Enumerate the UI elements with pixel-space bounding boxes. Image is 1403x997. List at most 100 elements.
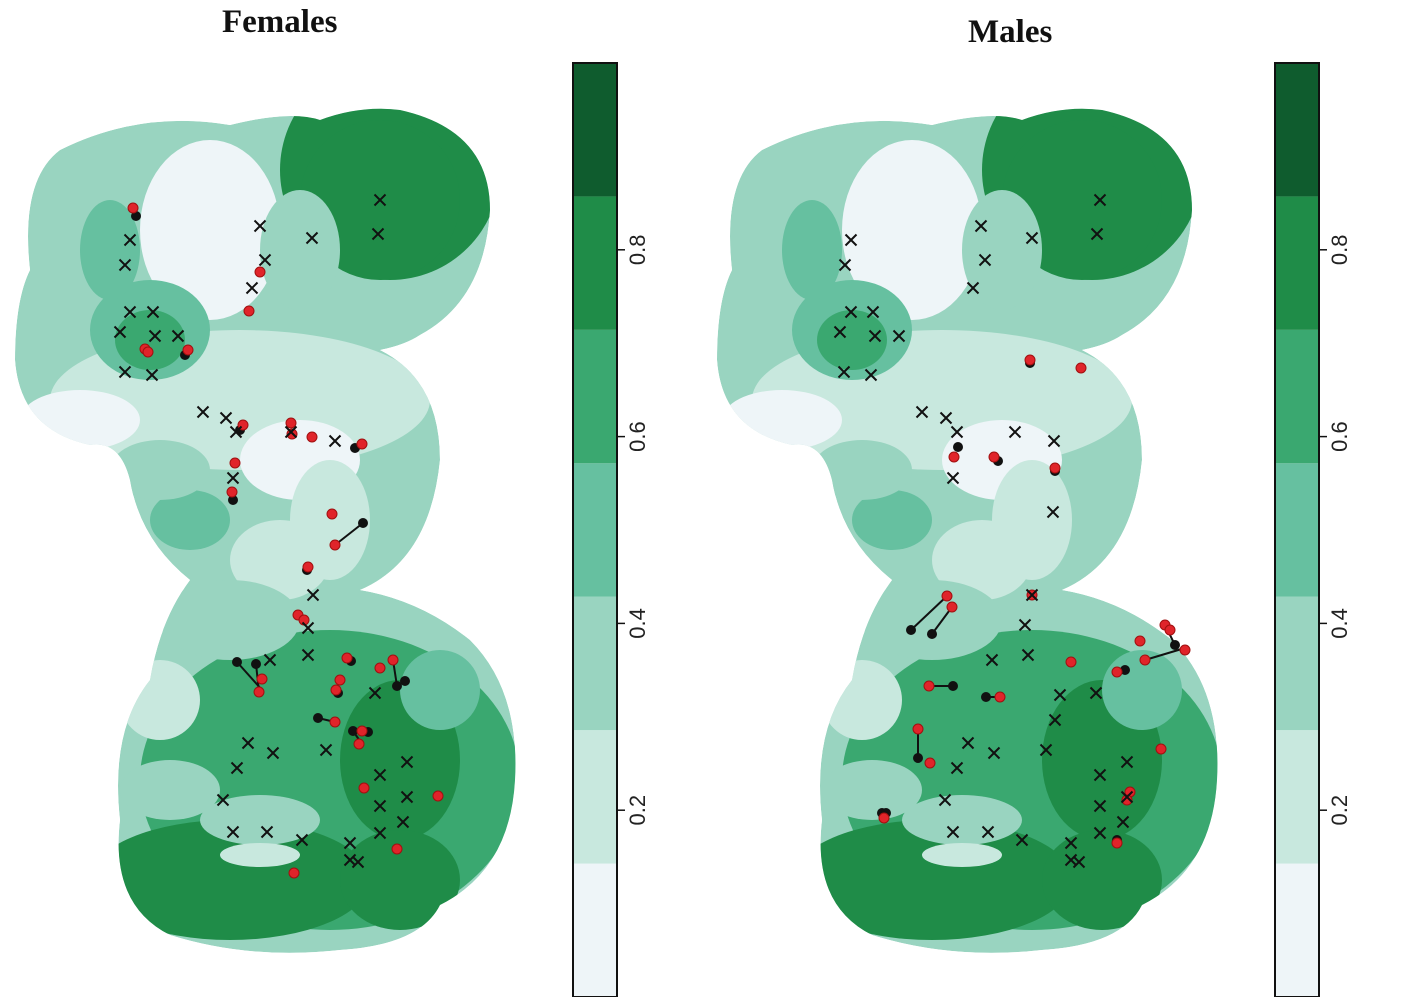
males-x-marker-icon-8 [864, 368, 878, 382]
males-x-marker-icon-37 [1093, 768, 1107, 782]
females-black-dot-icon-14 [348, 726, 358, 736]
males-x-marker-icon-29 [961, 736, 975, 750]
females-x-marker-icon-26 [241, 736, 255, 750]
females-x-marker-icon-27 [266, 746, 280, 760]
females-region-15 [220, 843, 300, 867]
males-x-marker-icon-17 [950, 425, 964, 439]
males-movement-line-0 [910, 595, 948, 631]
females-x-marker-icon-14 [371, 227, 385, 241]
females-x-marker-icon-23 [263, 653, 277, 667]
females-x-marker-icon-19 [328, 434, 342, 448]
females-red-dot-icon-26 [356, 725, 368, 737]
males-red-dot-icon-6 [946, 601, 958, 613]
males-x-marker-icon-1 [838, 258, 852, 272]
females-map: 0.2 0.4 0.6 0.8 [15, 62, 650, 997]
females-red-dot-icon-12 [226, 486, 238, 498]
males-red-dot-icon-21 [1121, 794, 1133, 806]
males-region-5 [817, 310, 887, 370]
males-region-19 [962, 190, 1042, 310]
males-legend-band-2 [1275, 596, 1319, 731]
panel-title-males: Males [968, 14, 1053, 50]
males-x-marker-icon-2 [844, 305, 858, 319]
females-x-marker-icon-40 [343, 836, 357, 850]
males-x-marker-icon-43 [1064, 836, 1078, 850]
males-red-dot-icon-3 [988, 451, 1000, 463]
females-points [113, 193, 444, 879]
males-x-marker-icon-16 [939, 411, 953, 425]
females-x-marker-icon-17 [229, 425, 243, 439]
females-red-dot-icon-24 [330, 684, 342, 696]
males-x-marker-icon-45 [1072, 855, 1086, 869]
males-region-23 [812, 440, 912, 500]
males-x-marker-icon-35 [981, 825, 995, 839]
males-region-16 [862, 580, 1002, 660]
females-region-1 [140, 140, 280, 320]
females-x-marker-icon-4 [113, 325, 127, 339]
females-legend-band-3 [573, 463, 617, 597]
males-surface [717, 108, 1218, 953]
females-x-marker-icon-35 [373, 799, 387, 813]
females-red-dot-icon-30 [391, 843, 403, 855]
males-x-marker-icon-38 [1093, 799, 1107, 813]
males-legend-band-0 [1275, 863, 1319, 997]
females-red-dot-icon-11 [229, 457, 241, 469]
males-region-18 [782, 200, 842, 300]
males-legend-band-3 [1275, 463, 1319, 597]
females-red-dot-icon-23 [334, 674, 346, 686]
males-black-dot-icon-1 [953, 442, 963, 452]
males-x-marker-icon-5 [892, 329, 906, 343]
females-x-marker-icon-8 [145, 368, 159, 382]
females-red-dot-icon-27 [353, 738, 365, 750]
males-black-dot-icon-9 [981, 692, 991, 702]
males-region-6 [722, 390, 842, 450]
females-legend-tick-label-0: 0.2 [625, 795, 650, 826]
females-red-dot-icon-25 [329, 716, 341, 728]
males-red-dot-icon-4 [1049, 462, 1061, 474]
males-x-marker-icon-4 [833, 325, 847, 339]
males-legend-band-5 [1275, 196, 1319, 330]
females-red-dot-icon-5 [243, 305, 255, 317]
females-legend-band-1 [573, 730, 617, 864]
females-x-marker-icon-1 [118, 258, 132, 272]
males-x-marker-icon-18 [1008, 425, 1022, 439]
males-red-dot-icon-5 [941, 590, 953, 602]
males-region-21 [822, 760, 922, 820]
males-x-marker-icon-0 [844, 233, 858, 247]
panel-title-females: Females [222, 4, 338, 40]
females-red-dot-icon-19 [374, 662, 386, 674]
females-red-dot-icon-22 [253, 686, 265, 698]
females-region-20 [150, 490, 230, 550]
males-x-marker-icon-24 [985, 653, 999, 667]
females-region-6 [20, 390, 140, 450]
females-x-marker-icon-28 [230, 761, 244, 775]
males-x-marker-icon-15 [915, 405, 929, 419]
females-black-dot-icon-13 [313, 713, 323, 723]
males-region-1 [842, 140, 982, 320]
females-x-marker-icon-3 [146, 305, 160, 319]
males-legend-tick-label-2: 0.6 [1327, 421, 1352, 452]
females-red-dot-icon-9 [306, 431, 318, 443]
males-x-marker-icon-42 [1116, 815, 1130, 829]
males-red-dot-icon-23 [1111, 837, 1123, 849]
males-black-dot-icon-6 [1120, 665, 1130, 675]
females-x-marker-icon-36 [373, 826, 387, 840]
females-legend-tick-label-1: 0.4 [625, 608, 650, 639]
males-legend-band-1 [1275, 730, 1319, 864]
females-x-marker-icon-0 [123, 233, 137, 247]
males-legend-tick-label-0: 0.2 [1327, 795, 1352, 826]
males-x-marker-icon-40 [1120, 755, 1134, 769]
males-region-12 [792, 820, 1072, 940]
females-x-marker-icon-39 [396, 815, 410, 829]
males-x-marker-icon-6 [868, 329, 882, 343]
females-x-marker-icon-34 [373, 768, 387, 782]
females-x-marker-icon-25 [368, 686, 382, 700]
females-x-marker-icon-15 [196, 405, 210, 419]
females-legend-tick-label-2: 0.6 [625, 421, 650, 452]
females-black-dot-icon-5 [358, 518, 368, 528]
females-region-19 [260, 190, 340, 310]
males-points [833, 193, 1191, 869]
females-red-dot-icon-29 [432, 790, 444, 802]
females-black-dot-icon-7 [232, 657, 242, 667]
males-x-marker-icon-14 [1090, 227, 1104, 241]
males-red-dot-icon-22 [878, 812, 890, 824]
